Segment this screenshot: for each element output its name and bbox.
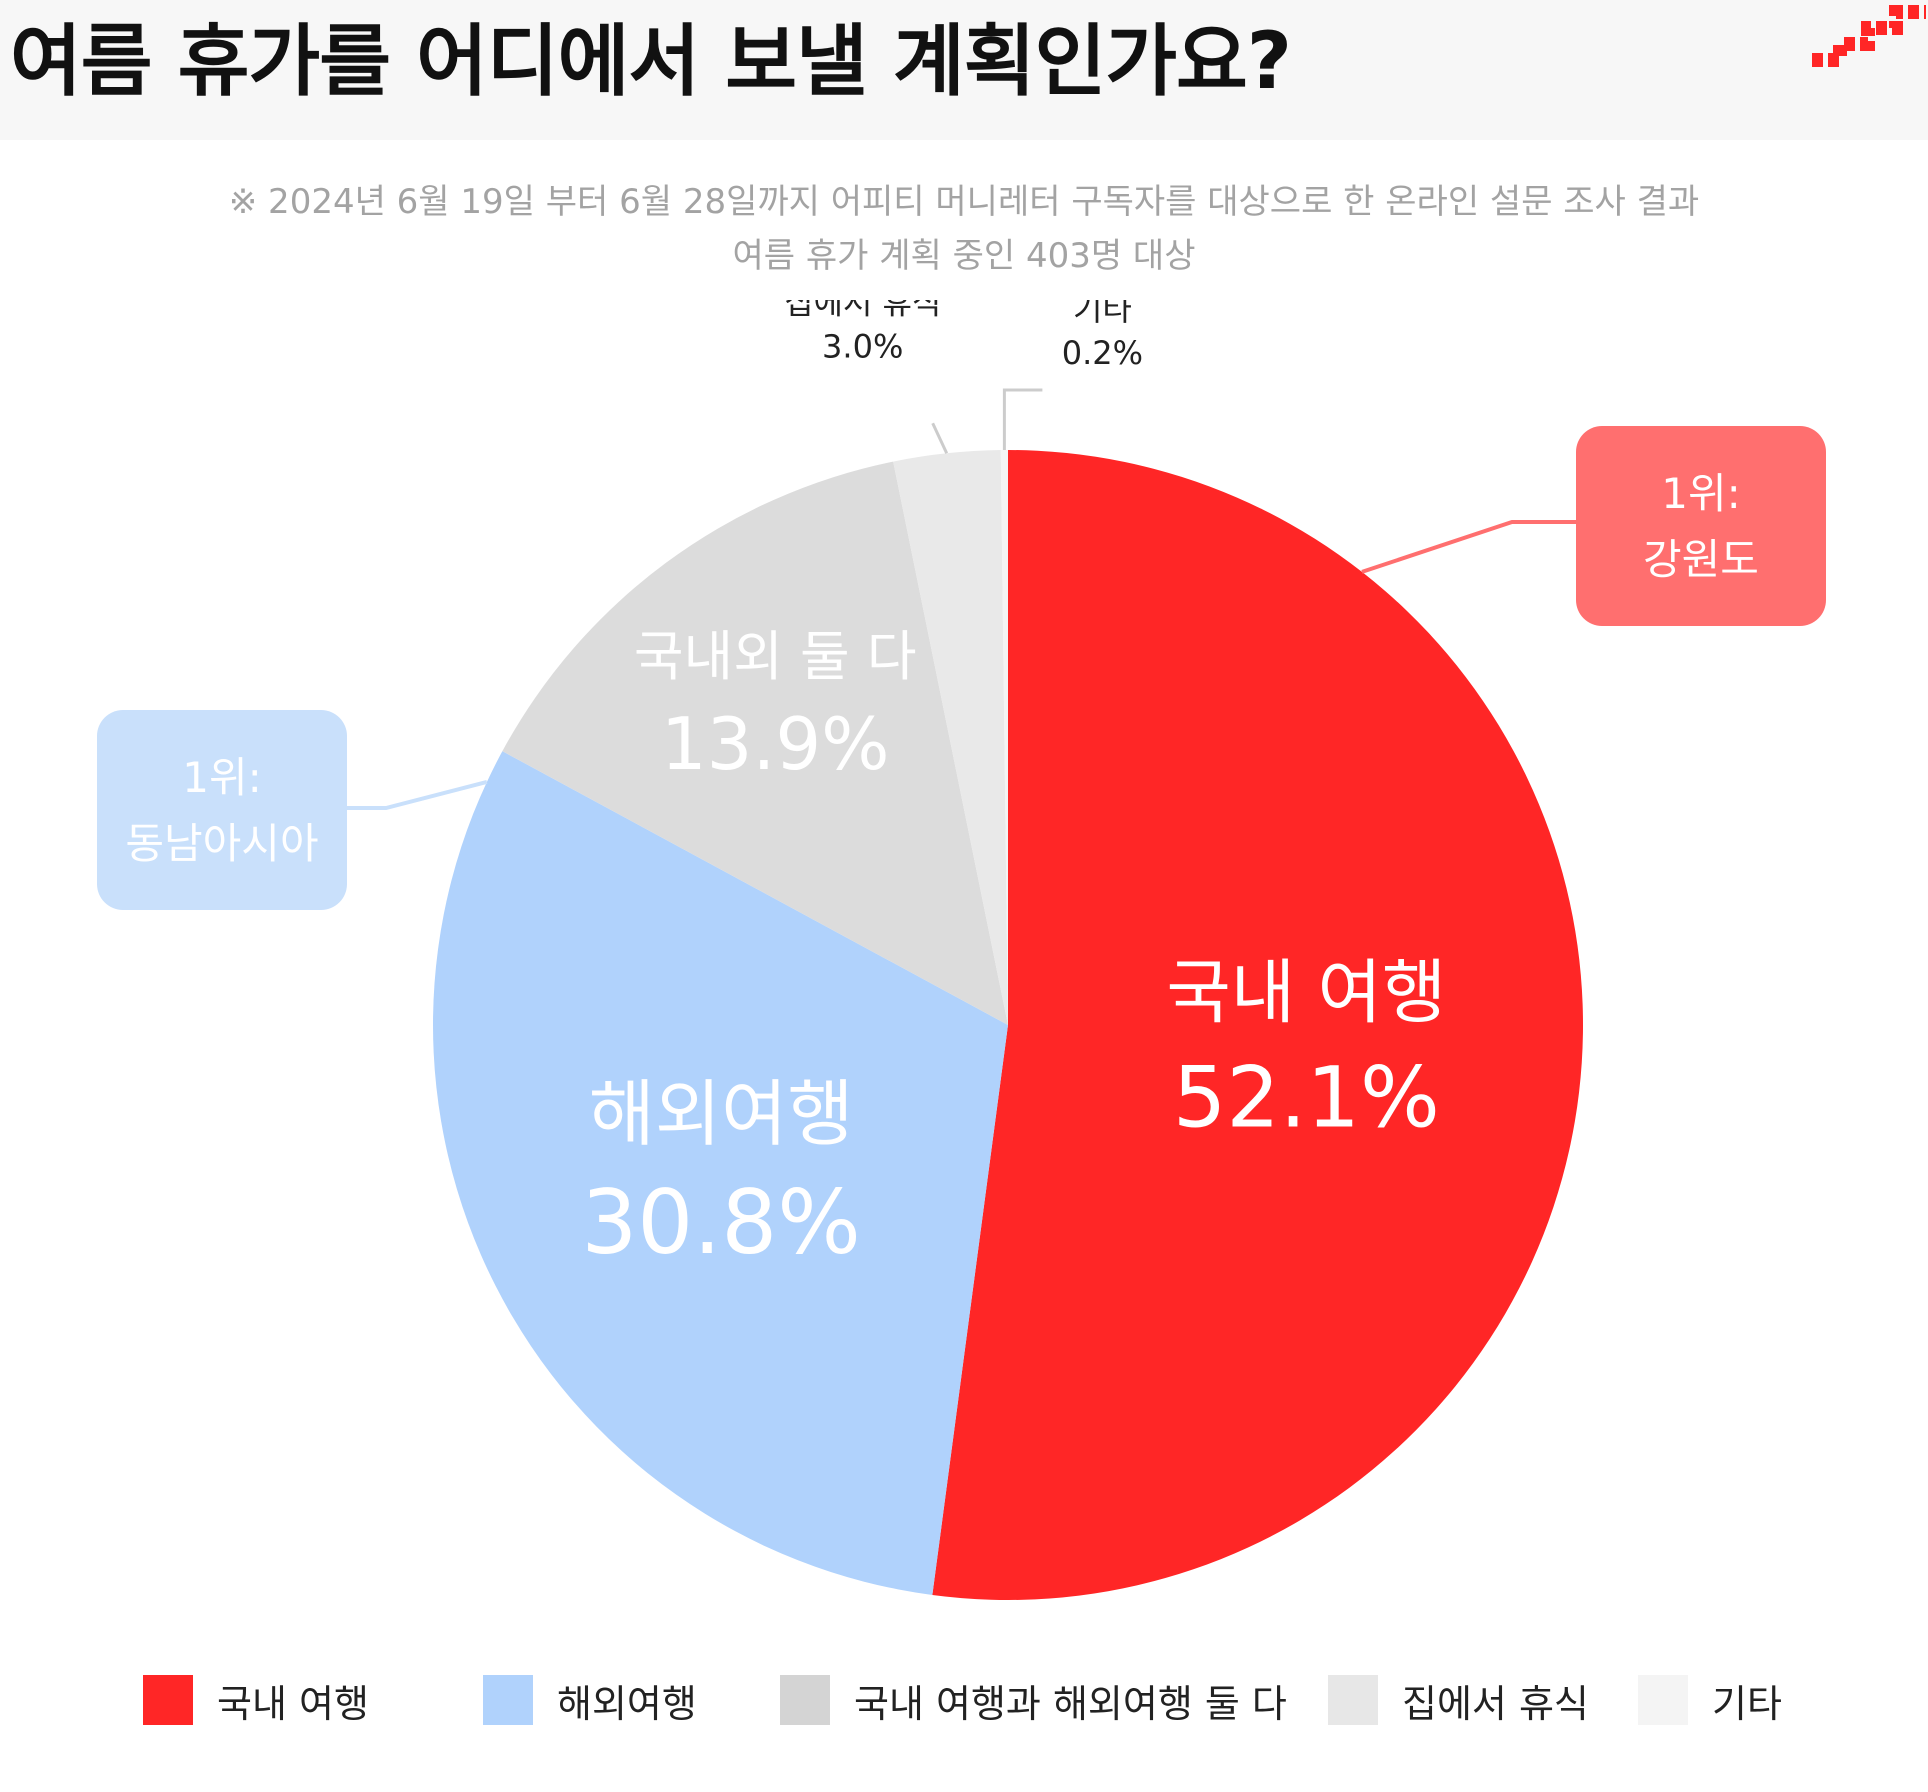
callout-rank-label: 1위:	[182, 753, 262, 802]
page-title: 여름 휴가를 어디에서 보낼 계획인가요?	[10, 17, 1292, 107]
callouts: 1위: 강원도 1위: 동남아시아	[97, 426, 1826, 910]
pie-labels: 국내 여행 52.1% 해외여행 30.8% 국내외 둘 다 13.9% 집에서 휴식 3.0…	[581, 300, 1446, 1274]
legend-label: 기타	[1712, 1681, 1782, 1726]
callout-line	[1361, 520, 1576, 574]
survey-note-line2: 여름 휴가 계획 중인 403명 대상	[732, 236, 1196, 276]
outside-slice-value: 0.2%	[1062, 334, 1143, 372]
chart-legend: 국내 여행 해외여행 국내 여행과 해외여행 둘 다 집에서 휴식 기타	[0, 1660, 1928, 1740]
slice-value-label: 52.1%	[1173, 1049, 1440, 1147]
outside-slice-label: 기타	[1073, 300, 1132, 328]
slice-label: 해외여행	[589, 1072, 854, 1156]
legend-item: 집에서 휴식	[1328, 1660, 1589, 1740]
legend-label: 국내 여행	[217, 1681, 369, 1726]
pie-slices	[433, 450, 1584, 1600]
survey-note: ※ 2024년 6월 19일 부터 6월 28일까지 어피티 머니레터 구독자를…	[0, 175, 1928, 283]
leader-line	[1002, 388, 1043, 451]
pie-slice-0	[932, 450, 1584, 1600]
legend-item: 국내 여행과 해외여행 둘 다	[780, 1660, 1287, 1740]
pie-slice-2	[502, 461, 1008, 1025]
survey-note-line1: ※ 2024년 6월 19일 부터 6월 28일까지 어피티 머니레터 구독자를…	[228, 182, 1700, 222]
slice-value-label: 30.8%	[581, 1171, 861, 1274]
callout-box	[97, 710, 347, 910]
pie-slice-1	[433, 751, 1008, 1596]
slice-label: 국내외 둘 다	[634, 625, 917, 688]
legend-item: 기타	[1638, 1660, 1782, 1740]
legend-swatch	[483, 1675, 533, 1725]
pie-slice-4	[1000, 450, 1008, 1025]
legend-swatch	[1638, 1675, 1688, 1725]
callout-rank-label: 1위:	[1661, 469, 1741, 518]
header: 여름 휴가를 어디에서 보낼 계획인가요?	[0, 0, 1928, 140]
legend-swatch	[1328, 1675, 1378, 1725]
brand-stairs-icon	[1812, 5, 1926, 67]
callout-line	[347, 780, 488, 810]
legend-label: 국내 여행과 해외여행 둘 다	[854, 1681, 1287, 1726]
legend-item: 해외여행	[483, 1660, 697, 1740]
legend-item: 국내 여행	[143, 1660, 369, 1740]
callout-destination-label: 동남아시아	[125, 819, 318, 868]
slice-value-label: 13.9%	[661, 702, 890, 786]
legend-label: 해외여행	[557, 1681, 697, 1726]
legend-swatch	[143, 1675, 193, 1725]
callout-destination-label: 강원도	[1643, 535, 1759, 584]
callout-box	[1576, 426, 1826, 626]
slice-label: 국내 여행	[1166, 952, 1446, 1034]
outside-slice-value: 3.0%	[822, 327, 903, 365]
legend-swatch	[780, 1675, 830, 1725]
pie-slice-3	[893, 450, 1008, 1025]
leader-line	[931, 422, 949, 454]
legend-label: 집에서 휴식	[1402, 1681, 1589, 1726]
outside-slice-label: 집에서 휴식	[784, 300, 941, 321]
